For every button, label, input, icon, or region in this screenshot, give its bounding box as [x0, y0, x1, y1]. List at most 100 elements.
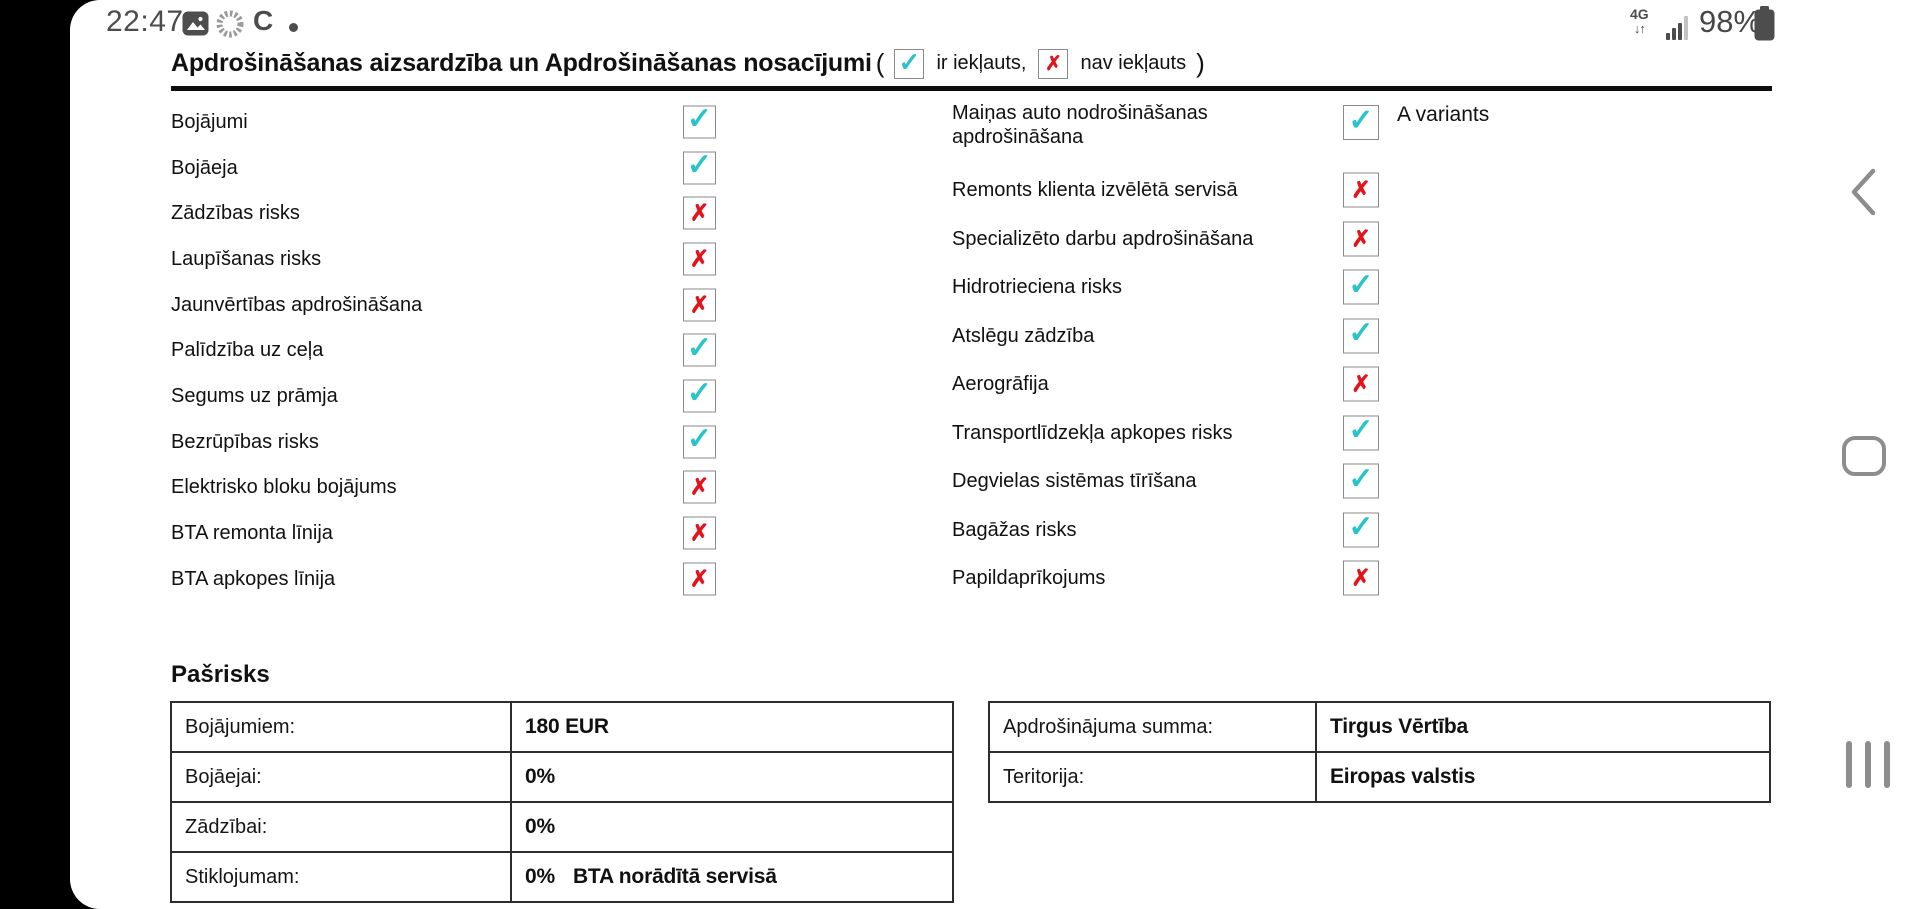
- checklist-item-label: BTA apkopes līnija: [171, 567, 336, 590]
- checklist-item-label: Aerogrāfija: [952, 373, 1049, 396]
- c-app-icon: C: [253, 5, 274, 36]
- checklist-item: Segums uz prāmja: [171, 373, 731, 419]
- checklist-item-label: Jaunvērtības apdrošināšana: [171, 293, 423, 316]
- checkbox-icon: [1343, 366, 1379, 402]
- checklist-item-label: BTA remonta līnija: [171, 522, 333, 545]
- checkbox-icon: [683, 425, 716, 459]
- checkbox-icon: [683, 470, 716, 504]
- checkbox-icon: [1343, 463, 1379, 499]
- checklist-item: Elektrisko bloku bojājums: [171, 465, 731, 511]
- checkbox-icon: [1343, 415, 1379, 451]
- checklist-item: Bezrūpības risks: [171, 419, 731, 465]
- checklist-item-label: Bagāžas risks: [952, 518, 1077, 541]
- checkbox-icon: [683, 379, 716, 413]
- checklist-right-column: Maiņas auto nodrošināšanas apdrošināšana…: [952, 99, 1572, 603]
- table-row-value: Tirgus Vērtība: [1315, 701, 1771, 753]
- table-row-value: 180 EUR: [510, 701, 954, 753]
- checklist-item: Bojāeja: [171, 145, 731, 191]
- checklist-item: Zādzības risks: [171, 190, 731, 236]
- checkbox-icon: [1343, 512, 1379, 548]
- checklist-item-label: Atslēgu zādzība: [952, 324, 1095, 347]
- table-row-label: Bojājumiem:: [170, 701, 512, 753]
- table-row: Zādzībai: 0%: [170, 801, 954, 853]
- checklist-item: Degvielas sistēmas tīrīšana: [952, 457, 1572, 506]
- table-row: Bojāejai: 0%: [170, 751, 954, 803]
- table-row-label: Teritorija:: [988, 751, 1317, 803]
- table-row-label: Zādzībai:: [170, 801, 512, 853]
- checklist-item: Transportlīdzekļa apkopes risks: [952, 409, 1572, 458]
- checklist-item: Hidrotrieciena risks: [952, 263, 1572, 312]
- checkbox-icon: [1343, 318, 1379, 354]
- page-title-row: Apdrošināšanas aizsardzība un Apdrošināš…: [171, 48, 1209, 79]
- checklist-item: Remonts klienta izvēlētā servisā: [952, 166, 1572, 215]
- table-row-value: Eiropas valstis: [1315, 751, 1771, 803]
- checkbox-icon: [683, 151, 716, 185]
- checklist-item-label: Papildaprīkojums: [952, 567, 1106, 590]
- table-row: Stiklojumam: 0% BTA norādītā servisā: [170, 851, 954, 903]
- table-row: Apdrošinājuma summa: Tirgus Vērtība: [988, 701, 1771, 753]
- page-title: Apdrošināšanas aizsardzība un Apdrošināš…: [171, 49, 872, 77]
- network-type-icon: 4G ↓↑: [1630, 6, 1649, 36]
- checklist-item-label: Maiņas auto nodrošināšanas apdrošināšana: [952, 102, 1208, 148]
- checklist-item: Laupīšanas risks: [171, 236, 731, 282]
- checkbox-icon: [1343, 221, 1379, 257]
- title-underline: [171, 86, 1772, 91]
- legend-included-label: ir iekļauts,: [936, 52, 1027, 74]
- checklist-item: Specializēto darbu apdrošināšana: [952, 215, 1572, 264]
- checklist-item-label: Zādzības risks: [171, 202, 300, 225]
- table-row-label: Stiklojumam:: [170, 851, 512, 903]
- status-time: 22:47: [106, 5, 184, 38]
- checklist-item: Maiņas auto nodrošināšanas apdrošināšana…: [952, 99, 1572, 166]
- checklist-item: Palīdzība uz ceļa: [171, 327, 731, 373]
- checklist-item: Bagāžas risks: [952, 506, 1572, 555]
- checkbox-icon: [1343, 172, 1379, 208]
- checklist-item: Aerogrāfija: [952, 360, 1572, 409]
- table-row-value: 0% BTA norādītā servisā: [510, 851, 954, 903]
- legend-included-checkbox-icon: [894, 48, 925, 79]
- back-chevron-icon[interactable]: [1846, 167, 1882, 217]
- notification-dot-icon: [289, 23, 298, 32]
- checkbox-icon: [683, 196, 716, 230]
- checklist-item-label: Bojāeja: [171, 156, 238, 179]
- battery-percent: 98%: [1699, 4, 1762, 39]
- gallery-icon: [182, 11, 209, 41]
- checklist-item: Jaunvērtības apdrošināšana: [171, 282, 731, 328]
- checklist-item-label: Segums uz prāmja: [171, 384, 338, 407]
- checklist-item: BTA remonta līnija: [171, 510, 731, 556]
- checkbox-icon: [1343, 105, 1379, 140]
- sync-spinner-icon: [215, 9, 245, 44]
- checklist-item-label: Specializēto darbu apdrošināšana: [952, 227, 1254, 250]
- checkbox-icon: [1343, 269, 1379, 305]
- checkbox-icon: [683, 105, 716, 139]
- checklist-item-label: Palīdzība uz ceļa: [171, 339, 324, 362]
- checklist-item-label: Remonts klienta izvēlētā servisā: [952, 179, 1238, 202]
- pasrisks-heading: Pašrisks: [171, 661, 270, 688]
- legend-open-paren: (: [875, 48, 885, 78]
- legend-not-included-label: nav iekļauts: [1080, 52, 1187, 74]
- checklist-item: Papildaprīkojums: [952, 554, 1572, 603]
- checklist-item: BTA apkopes līnija: [171, 556, 731, 602]
- checkbox-icon: [683, 333, 716, 367]
- checklist-item: Bojājumi: [171, 99, 731, 145]
- battery-icon: [1754, 6, 1775, 46]
- checklist-item-label: Laupīšanas risks: [171, 247, 322, 270]
- home-icon[interactable]: [1842, 436, 1886, 476]
- checklist-item-label: Bojājumi: [171, 110, 248, 133]
- checklist-item-label: Degvielas sistēmas tīrīšana: [952, 470, 1197, 493]
- variant-note: A variants: [1397, 103, 1490, 126]
- checkbox-icon: [683, 242, 716, 276]
- legend-close-paren: ): [1196, 48, 1205, 78]
- table-row-label: Bojāejai:: [170, 751, 512, 803]
- checklist-left-column: Bojājumi Bojāeja Zādzības risks Laupīšan…: [171, 99, 731, 602]
- checklist-item: Atslēgu zādzība: [952, 312, 1572, 361]
- summary-table: Apdrošinājuma summa: Tirgus Vērtība Teri…: [988, 701, 1771, 803]
- recents-icon[interactable]: [1846, 741, 1890, 788]
- checklist-item-label: Bezrūpības risks: [171, 430, 319, 453]
- table-row-label: Apdrošinājuma summa:: [988, 701, 1317, 753]
- table-row-value: 0%: [510, 751, 954, 803]
- document-page[interactable]: 22:47 C 4G ↓↑ 98% Apdrošināšanas aizsard…: [70, 0, 1920, 909]
- table-row: Teritorija: Eiropas valstis: [988, 751, 1771, 803]
- checkbox-icon: [1343, 560, 1379, 596]
- signal-strength-icon: [1666, 14, 1688, 40]
- checkbox-icon: [683, 288, 716, 322]
